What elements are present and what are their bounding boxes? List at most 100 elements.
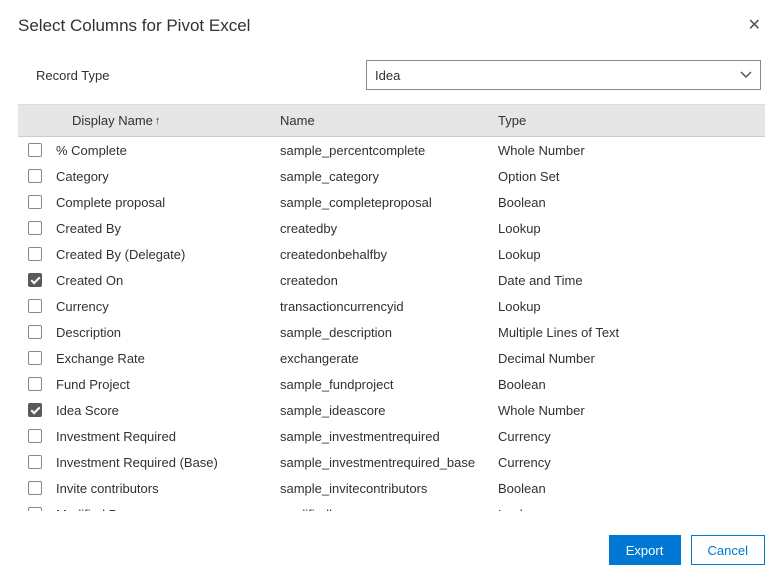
row-name: sample_invitecontributors — [276, 481, 494, 496]
row-checkbox-cell — [18, 507, 52, 511]
row-checkbox-cell — [18, 481, 52, 495]
header-display-name-label: Display Name — [72, 113, 153, 128]
record-type-select[interactable]: Idea — [366, 60, 761, 90]
row-checkbox-cell — [18, 455, 52, 469]
header-name[interactable]: Name — [276, 113, 494, 128]
row-name: createdby — [276, 221, 494, 236]
row-checkbox-cell — [18, 299, 52, 313]
dialog-header: Select Columns for Pivot Excel ✕ — [0, 0, 783, 42]
row-type: Currency — [494, 455, 765, 470]
cancel-button[interactable]: Cancel — [691, 535, 765, 565]
export-button[interactable]: Export — [609, 535, 681, 565]
row-type: Boolean — [494, 195, 765, 210]
row-type: Whole Number — [494, 403, 765, 418]
table-row[interactable]: Invite contributorssample_invitecontribu… — [18, 475, 765, 501]
header-type[interactable]: Type — [494, 113, 765, 128]
dialog-title: Select Columns for Pivot Excel — [18, 16, 250, 36]
row-type: Boolean — [494, 377, 765, 392]
row-display-name: Description — [52, 325, 276, 340]
close-icon[interactable]: ✕ — [744, 14, 765, 38]
row-name: sample_investmentrequired_base — [276, 455, 494, 470]
row-checkbox-cell — [18, 403, 52, 417]
table-row[interactable]: Categorysample_categoryOption Set — [18, 163, 765, 189]
dialog-footer: Export Cancel — [0, 522, 783, 578]
table-row[interactable]: Investment Requiredsample_investmentrequ… — [18, 423, 765, 449]
table-row[interactable]: Created OncreatedonDate and Time — [18, 267, 765, 293]
row-checkbox-cell — [18, 221, 52, 235]
row-display-name: Invite contributors — [52, 481, 276, 496]
row-checkbox[interactable] — [28, 169, 42, 183]
row-name: modifiedby — [276, 507, 494, 512]
grid-header-row: Display Name↑ Name Type — [18, 105, 765, 137]
row-type: Lookup — [494, 507, 765, 512]
row-name: sample_ideascore — [276, 403, 494, 418]
header-type-label: Type — [498, 113, 526, 128]
row-type: Date and Time — [494, 273, 765, 288]
row-checkbox[interactable] — [28, 221, 42, 235]
row-checkbox[interactable] — [28, 429, 42, 443]
record-type-row: Record Type Idea — [0, 42, 783, 104]
row-type: Lookup — [494, 221, 765, 236]
row-name: sample_category — [276, 169, 494, 184]
table-row[interactable]: Idea Scoresample_ideascoreWhole Number — [18, 397, 765, 423]
row-checkbox[interactable] — [28, 351, 42, 365]
row-checkbox-cell — [18, 169, 52, 183]
row-type: Boolean — [494, 481, 765, 496]
row-name: createdon — [276, 273, 494, 288]
table-row[interactable]: CurrencytransactioncurrencyidLookup — [18, 293, 765, 319]
row-checkbox-cell — [18, 143, 52, 157]
table-row[interactable]: Created By (Delegate)createdonbehalfbyLo… — [18, 241, 765, 267]
row-name: sample_completeproposal — [276, 195, 494, 210]
table-row[interactable]: % Completesample_percentcompleteWhole Nu… — [18, 137, 765, 163]
row-checkbox[interactable] — [28, 195, 42, 209]
row-display-name: Exchange Rate — [52, 351, 276, 366]
table-row[interactable]: Complete proposalsample_completeproposal… — [18, 189, 765, 215]
row-checkbox[interactable] — [28, 403, 42, 417]
row-name: sample_investmentrequired — [276, 429, 494, 444]
row-checkbox[interactable] — [28, 507, 42, 511]
row-display-name: Investment Required (Base) — [52, 455, 276, 470]
row-display-name: % Complete — [52, 143, 276, 158]
table-row[interactable]: Modified BymodifiedbyLookup — [18, 501, 765, 511]
row-checkbox[interactable] — [28, 455, 42, 469]
row-checkbox[interactable] — [28, 481, 42, 495]
row-checkbox-cell — [18, 377, 52, 391]
row-type: Lookup — [494, 299, 765, 314]
column-grid: Display Name↑ Name Type % Completesample… — [18, 104, 765, 511]
table-row[interactable]: Exchange RateexchangerateDecimal Number — [18, 345, 765, 371]
table-row[interactable]: Fund Projectsample_fundprojectBoolean — [18, 371, 765, 397]
header-display-name[interactable]: Display Name↑ — [52, 113, 276, 128]
row-checkbox[interactable] — [28, 143, 42, 157]
row-checkbox-cell — [18, 325, 52, 339]
row-display-name: Created On — [52, 273, 276, 288]
table-row[interactable]: Descriptionsample_descriptionMultiple Li… — [18, 319, 765, 345]
row-checkbox[interactable] — [28, 299, 42, 313]
table-row[interactable]: Created BycreatedbyLookup — [18, 215, 765, 241]
row-display-name: Modified By — [52, 507, 276, 512]
grid-body[interactable]: % Completesample_percentcomplete Whole Nu… — [18, 137, 765, 511]
row-checkbox-cell — [18, 195, 52, 209]
row-display-name: Currency — [52, 299, 276, 314]
header-name-label: Name — [280, 113, 315, 128]
row-name: sample_fundproject — [276, 377, 494, 392]
row-display-name: Fund Project — [52, 377, 276, 392]
row-display-name: Investment Required — [52, 429, 276, 444]
record-type-label: Record Type — [36, 68, 366, 83]
row-display-name: Complete proposal — [52, 195, 276, 210]
row-checkbox[interactable] — [28, 325, 42, 339]
row-checkbox-cell — [18, 273, 52, 287]
row-name: createdonbehalfby — [276, 247, 494, 262]
row-checkbox[interactable] — [28, 273, 42, 287]
row-type: Currency — [494, 429, 765, 444]
row-display-name: Category — [52, 169, 276, 184]
row-name: exchangerate — [276, 351, 494, 366]
row-checkbox-cell — [18, 429, 52, 443]
row-type: Multiple Lines of Text — [494, 325, 765, 340]
row-checkbox[interactable] — [28, 377, 42, 391]
row-checkbox[interactable] — [28, 247, 42, 261]
row-name: transactioncurrencyid — [276, 299, 494, 314]
row-name: sample_percentcomplete — [276, 143, 494, 158]
row-type: Lookup — [494, 247, 765, 262]
row-type: Decimal Number — [494, 351, 765, 366]
table-row[interactable]: Investment Required (Base)sample_investm… — [18, 449, 765, 475]
